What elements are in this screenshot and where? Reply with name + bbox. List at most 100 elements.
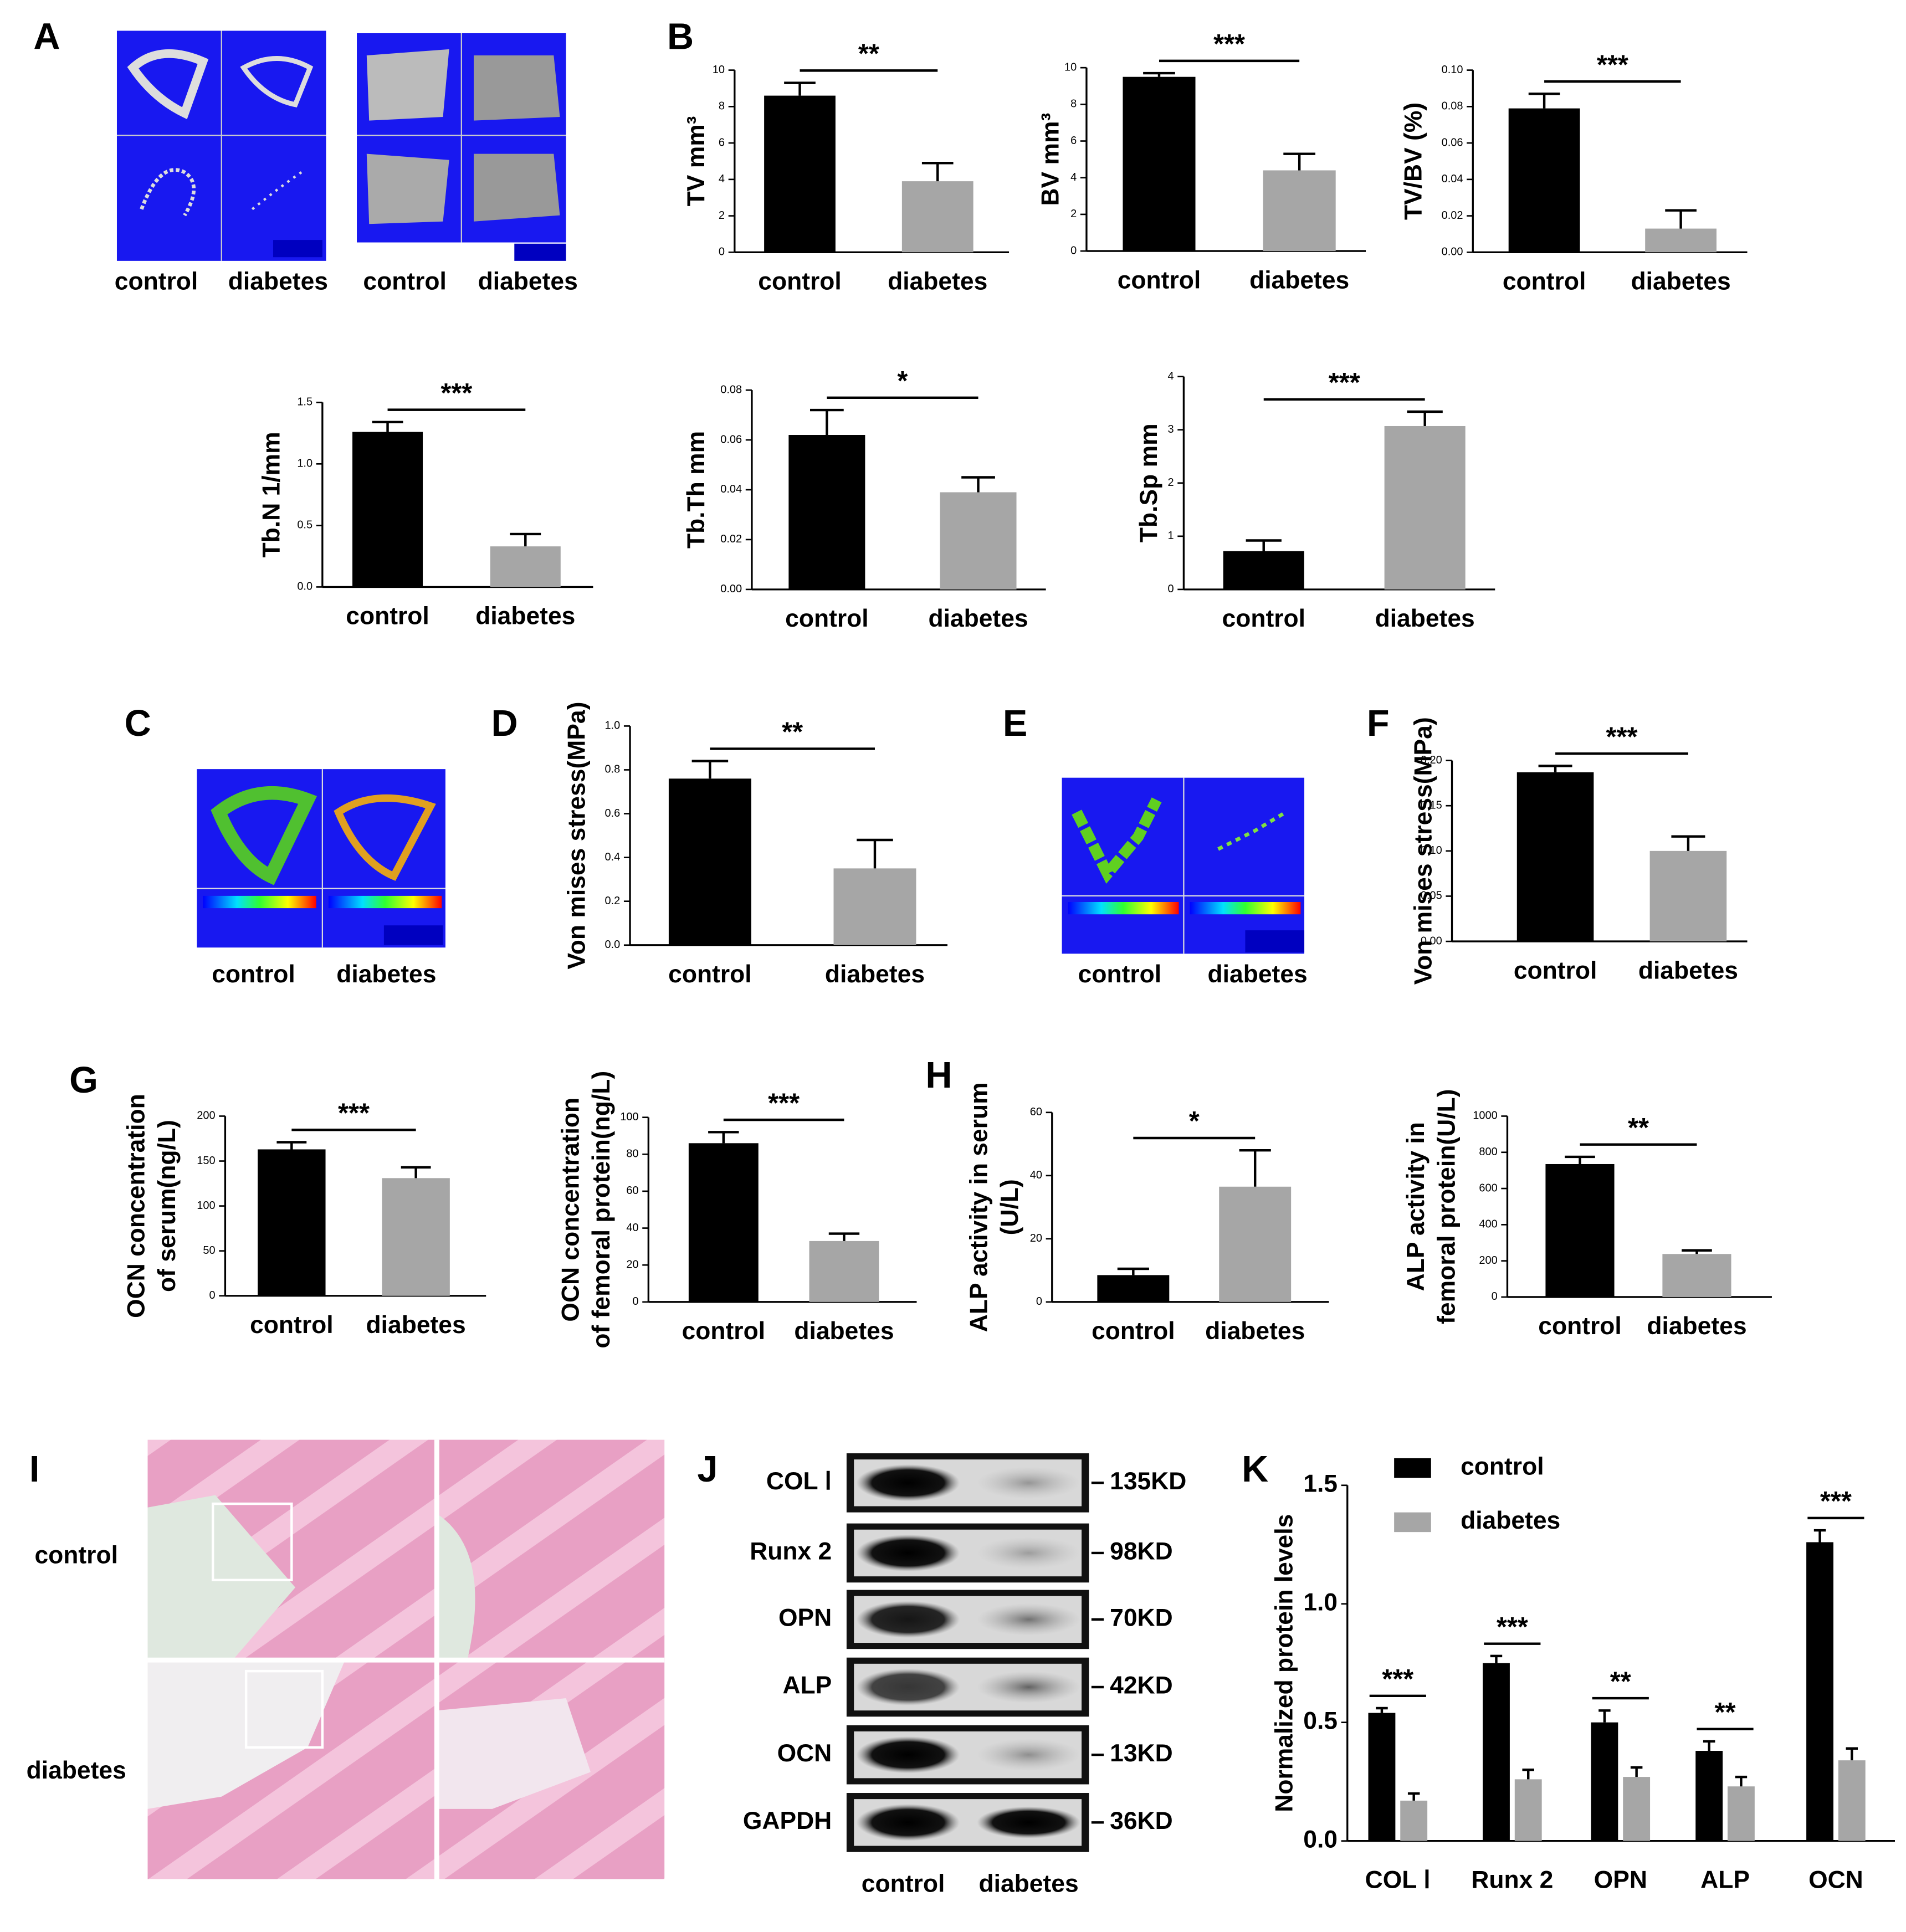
significance-label: ** bbox=[782, 718, 803, 747]
panel-letter: A bbox=[33, 17, 60, 58]
y-tick-label: 0.0 bbox=[297, 581, 312, 593]
x-tick-label: diabetes bbox=[1638, 957, 1738, 984]
error-bar bbox=[1407, 410, 1443, 426]
y-tick-label: 0.8 bbox=[605, 763, 621, 776]
x-tick-label: control bbox=[682, 1318, 765, 1345]
y-tick-label: 1 bbox=[1168, 530, 1174, 542]
y-tick-label: 0.0 bbox=[605, 939, 621, 951]
panel-letter: H bbox=[925, 1055, 952, 1096]
y-axis-label: ALP activity in serum bbox=[966, 1082, 993, 1332]
y-tick-label: 1.0 bbox=[1303, 1588, 1338, 1616]
error-bar bbox=[276, 1141, 307, 1150]
significance-label: *** bbox=[1382, 1664, 1413, 1694]
significance-label: *** bbox=[1606, 722, 1637, 752]
protein-label: OCN bbox=[777, 1740, 832, 1767]
bar bbox=[940, 492, 1017, 590]
y-tick-label: 40 bbox=[626, 1222, 638, 1234]
error-bar bbox=[1143, 71, 1175, 77]
error-bar bbox=[921, 162, 954, 182]
y-axis-label: of femoral protein(ng/L) bbox=[588, 1071, 615, 1349]
y-axis-label: Normalized protein levels bbox=[1270, 1514, 1298, 1812]
y-axis-label: Tb.N 1/mm bbox=[258, 432, 285, 557]
error-bar bbox=[1283, 152, 1315, 171]
y-tick-label: 200 bbox=[1479, 1254, 1497, 1267]
y-tick-label: 0.10 bbox=[1442, 64, 1463, 76]
y-tick-label: 1.5 bbox=[1303, 1470, 1338, 1498]
blot-band bbox=[856, 1534, 960, 1572]
error-bar bbox=[1490, 1654, 1503, 1663]
panel-letter: E bbox=[1003, 703, 1027, 744]
error-bar bbox=[1565, 1155, 1595, 1164]
y-tick-label: 2 bbox=[1168, 476, 1174, 489]
bar bbox=[352, 432, 423, 587]
y-tick-label: 0.10 bbox=[1421, 844, 1442, 857]
fea-image-c bbox=[197, 769, 445, 948]
bar bbox=[1649, 850, 1727, 942]
y-tick-label: 400 bbox=[1479, 1218, 1497, 1231]
y-tick-label: 4 bbox=[1070, 171, 1077, 183]
legend-label: control bbox=[1461, 1453, 1544, 1480]
x-tick-label: diabetes bbox=[1631, 268, 1731, 295]
y-tick-label: 20 bbox=[1030, 1232, 1042, 1244]
blot-band bbox=[977, 1467, 1080, 1499]
x-tick-label: diabetes bbox=[1205, 1318, 1305, 1345]
y-tick-label: 6 bbox=[719, 136, 725, 148]
blot-band bbox=[856, 1464, 960, 1501]
lane-label: diabetes bbox=[978, 1870, 1078, 1897]
error-bar bbox=[1735, 1775, 1748, 1787]
x-tick-label: control bbox=[758, 268, 841, 295]
y-axis-label: Tb.Sp mm bbox=[1135, 423, 1162, 542]
error-bar bbox=[1246, 539, 1282, 551]
y-tick-label: 3 bbox=[1168, 423, 1174, 435]
y-tick-label: 2 bbox=[1070, 208, 1077, 220]
x-tick-label: diabetes bbox=[366, 1311, 466, 1339]
y-tick-label: 0.4 bbox=[605, 851, 621, 863]
bar bbox=[382, 1178, 450, 1296]
protein-label: ALP bbox=[782, 1672, 832, 1699]
y-axis-label: Von mises stress(MPa) bbox=[1410, 717, 1437, 985]
significance-label: *** bbox=[1820, 1487, 1852, 1516]
y-axis-label: of serum(ng/L) bbox=[153, 1120, 181, 1292]
y-tick-label: 80 bbox=[626, 1148, 638, 1160]
protein-label: Runx 2 bbox=[750, 1538, 832, 1565]
significance-label: ** bbox=[858, 39, 879, 69]
bar bbox=[1123, 76, 1196, 252]
y-tick-label: 8 bbox=[1070, 98, 1077, 110]
panel-letter: I bbox=[29, 1449, 40, 1490]
bar bbox=[833, 868, 916, 945]
lane-label: control bbox=[862, 1870, 945, 1897]
panel-letter: G bbox=[69, 1060, 98, 1101]
bar bbox=[490, 546, 561, 587]
bar bbox=[1263, 170, 1336, 252]
image-label: diabetes bbox=[478, 268, 578, 295]
y-tick-label: 0 bbox=[719, 246, 725, 258]
error-bar bbox=[372, 421, 403, 432]
y-axis-label: femoral protein(U/L) bbox=[1433, 1089, 1461, 1324]
x-tick-label: control bbox=[1222, 605, 1305, 632]
y-tick-label: 0.04 bbox=[720, 483, 742, 495]
significance-label: ** bbox=[1628, 1113, 1649, 1143]
blot-band bbox=[977, 1739, 1080, 1771]
image-label: control bbox=[115, 268, 198, 295]
significance-label: *** bbox=[338, 1099, 370, 1129]
y-tick-label: 1000 bbox=[1473, 1110, 1497, 1122]
image-label: diabetes bbox=[228, 268, 328, 295]
bar bbox=[1545, 1164, 1615, 1297]
x-tick-label: diabetes bbox=[1647, 1313, 1746, 1340]
x-tick-label: diabetes bbox=[1375, 605, 1475, 632]
y-tick-label: 0.02 bbox=[1442, 209, 1463, 222]
y-tick-label: 6 bbox=[1070, 135, 1077, 147]
x-tick-label: control bbox=[1514, 957, 1597, 984]
y-tick-label: 4 bbox=[719, 173, 725, 185]
error-bar bbox=[1630, 1766, 1643, 1777]
bar bbox=[668, 778, 751, 945]
panel-letter: B bbox=[667, 17, 694, 58]
bar bbox=[1662, 1254, 1731, 1297]
x-tick-label: control bbox=[1118, 267, 1201, 294]
bar bbox=[809, 1241, 879, 1302]
x-tick-label: diabetes bbox=[928, 605, 1028, 632]
error-bar bbox=[828, 1232, 860, 1241]
x-tick-label: OPN bbox=[1594, 1867, 1647, 1894]
protein-label: GAPDH bbox=[743, 1807, 832, 1834]
